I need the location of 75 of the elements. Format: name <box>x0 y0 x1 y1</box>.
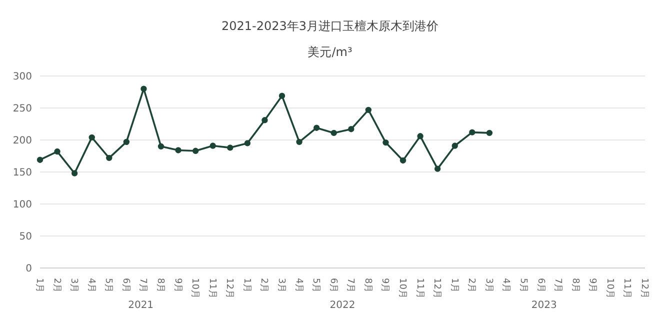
point <box>158 143 164 150</box>
point <box>313 124 320 131</box>
point <box>71 170 78 176</box>
x-tick-label: 8月 <box>155 278 165 293</box>
x-tick-label: 8月 <box>570 278 580 293</box>
x-tick-label: 7月 <box>345 278 356 293</box>
y-tick-label: 50 <box>19 232 32 243</box>
point <box>54 148 60 155</box>
text: 2023 <box>530 300 558 311</box>
y-tick-label: 0 <box>26 264 32 275</box>
point <box>400 157 406 164</box>
x-tick-label: 11月 <box>414 278 424 298</box>
point <box>486 130 493 136</box>
x-tick-label: 3月 <box>483 278 494 293</box>
x-tick-label: 10月 <box>604 278 614 298</box>
point <box>210 142 216 149</box>
x-tick-label: 1月 <box>34 278 44 293</box>
x-tick-label: 11月 <box>622 278 632 298</box>
point <box>434 166 441 172</box>
x-tick-label: 9月 <box>172 278 182 293</box>
point <box>175 147 182 154</box>
y-tick-label: 200 <box>12 136 32 147</box>
x-tick-label: 4月 <box>86 278 96 293</box>
point <box>348 126 354 132</box>
x-tick-label: 12月 <box>639 278 649 298</box>
x-tick-label: 1月 <box>448 278 459 293</box>
x-tick-label: 7月 <box>138 278 148 293</box>
x-tick-label: 2月 <box>258 278 269 293</box>
point <box>382 139 389 146</box>
x-tick-label: 4月 <box>293 278 304 293</box>
text: 2022 <box>328 300 356 311</box>
x-tick-label: 3月 <box>276 278 286 293</box>
y-tick-label: 300 <box>12 72 32 83</box>
point <box>296 138 302 146</box>
y-tick-label: 150 <box>12 168 32 179</box>
point <box>106 154 112 162</box>
chart-subtitle: 美元/m³ <box>306 44 354 61</box>
point <box>417 133 424 140</box>
x-tick-label: 11月 <box>206 278 217 298</box>
point <box>330 130 337 136</box>
y-tick-label: 100 <box>12 200 32 211</box>
point <box>469 129 476 136</box>
x-tick-label: 2月 <box>466 278 476 293</box>
chart-title: 2021-2023年3月进口玉檀木原木到港价 <box>220 18 440 35</box>
point <box>140 86 147 92</box>
x-tick-label: 6月 <box>535 278 546 293</box>
x-tick-label: 12月 <box>224 278 234 298</box>
x-tick-label: 3月 <box>68 278 79 293</box>
x-tick-label: 9月 <box>380 278 390 293</box>
point <box>262 117 268 124</box>
x-tick-label: 10月 <box>397 278 407 298</box>
point <box>244 140 251 146</box>
point <box>88 134 95 141</box>
x-tick-label: 10月 <box>190 278 200 298</box>
point <box>452 142 458 149</box>
point <box>123 138 130 146</box>
x-tick-label: 9月 <box>587 278 598 293</box>
point <box>36 156 44 163</box>
x-tick-label: 4月 <box>500 278 511 293</box>
x-tick-label: 5月 <box>518 278 528 293</box>
x-tick-label: 1月 <box>241 278 252 293</box>
y-tick-label: 250 <box>12 104 32 115</box>
x-tick-label: 5月 <box>310 278 321 293</box>
x-tick-label: 6月 <box>328 278 338 293</box>
x-tick-label: 5月 <box>103 278 114 293</box>
point <box>227 144 234 151</box>
x-tick-label: 12月 <box>432 278 442 298</box>
point <box>365 106 372 114</box>
x-tick-label: 8月 <box>362 278 372 293</box>
text: 2021 <box>127 300 155 311</box>
point <box>278 92 286 99</box>
point <box>192 148 199 154</box>
x-tick-label: 6月 <box>120 278 130 293</box>
x-tick-label: 2月 <box>51 278 62 293</box>
x-tick-label: 7月 <box>552 278 563 293</box>
